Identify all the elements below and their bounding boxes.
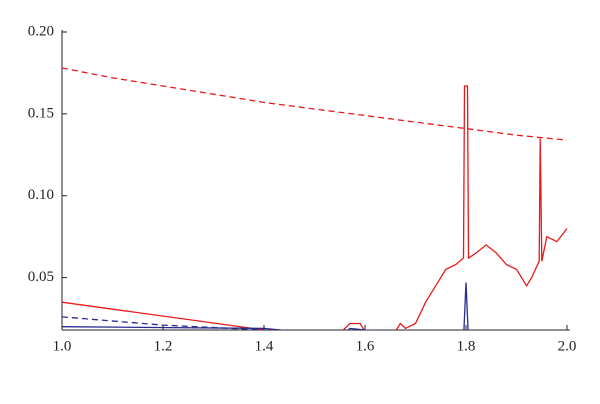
y-tick-label: 0.10 [28,187,54,203]
series-line [62,67,568,141]
y-tick-label: 0.05 [28,269,54,285]
x-tick-label: 2.0 [558,338,577,354]
y-tick-label: 0.20 [28,23,54,39]
y-tick-label: 0.15 [28,105,54,121]
x-tick-label: 1.6 [356,338,375,354]
x-tick-label: 1.4 [255,338,274,354]
plot-area [62,67,568,330]
series-line [62,85,568,330]
x-tick-label: 1.0 [53,338,72,354]
x-tick-label: 1.2 [154,338,173,354]
series-line [62,316,278,330]
x-tick-label: 1.8 [457,338,476,354]
